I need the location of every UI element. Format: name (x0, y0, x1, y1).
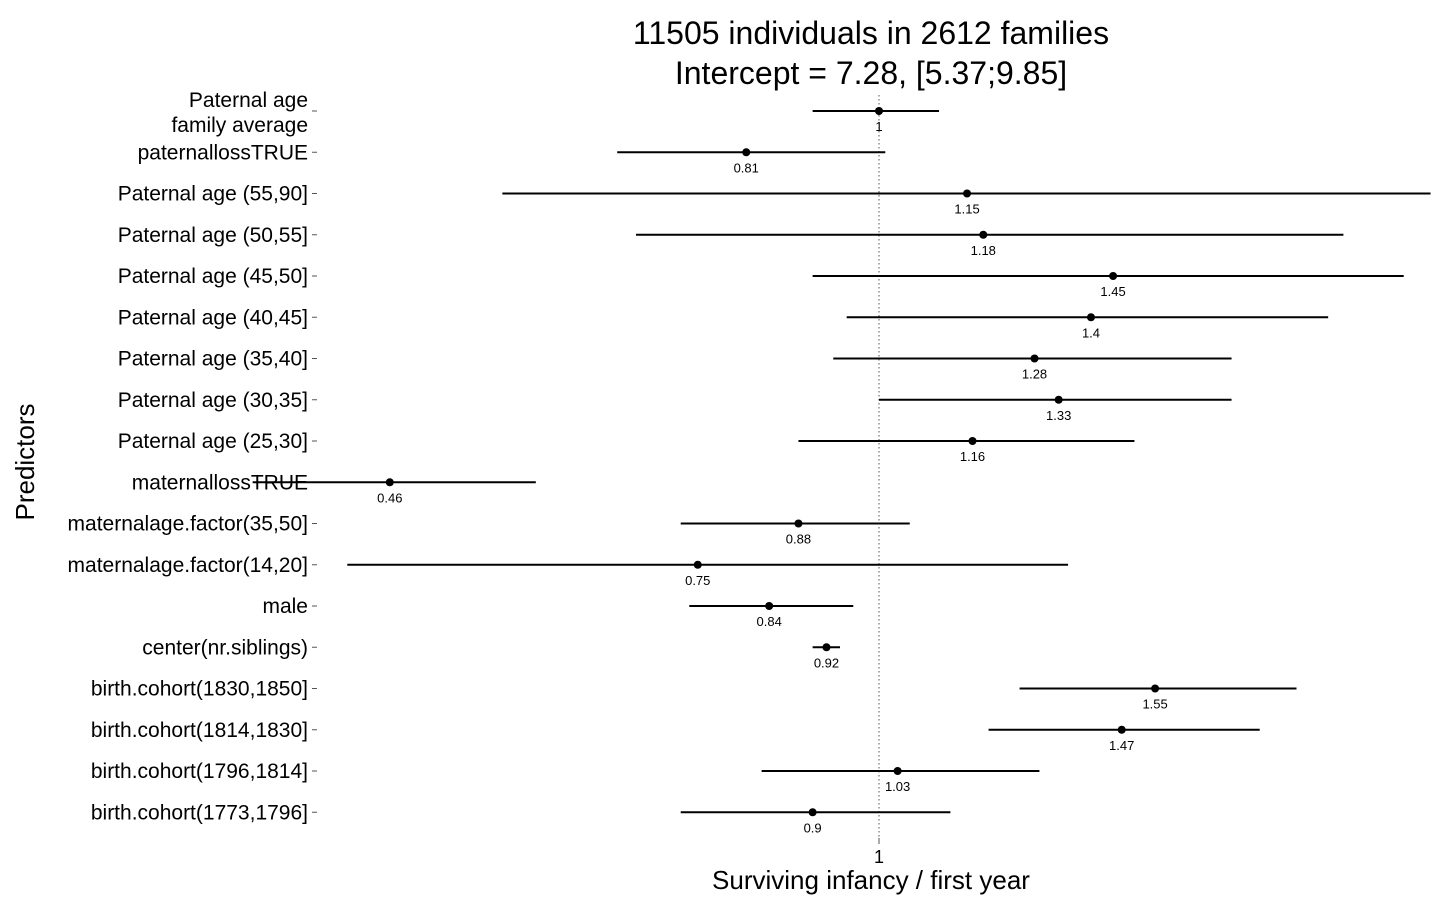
point-estimate (963, 189, 972, 198)
point-estimate (875, 107, 883, 115)
point-estimate (385, 478, 394, 487)
category-label: maternalage.factor(14,20] (68, 554, 308, 577)
category-label: Paternal age (25,30] (118, 430, 308, 453)
category-label: Paternal age (45,50] (118, 265, 308, 288)
data-label: 0.84 (757, 614, 782, 629)
data-label: 0.88 (786, 532, 811, 547)
point-estimate (1117, 725, 1126, 734)
category-label: paternallossTRUE (138, 141, 308, 164)
data-label: 1.4 (1082, 325, 1100, 340)
data-label: 1.15 (954, 202, 979, 217)
data-label: 0.81 (734, 160, 759, 175)
point-estimate (693, 560, 702, 569)
data-label: 0.92 (814, 655, 839, 670)
data-label: 0.46 (377, 490, 402, 505)
x-axis-label: Surviving infancy / first year (712, 865, 1030, 895)
x-tick-label: 1 (874, 847, 884, 867)
data-label: 1.18 (971, 243, 996, 258)
point-estimate (808, 808, 817, 817)
data-label: 0.9 (804, 820, 822, 835)
category-label: maternalage.factor(35,50] (68, 513, 308, 536)
data-label: 1.55 (1142, 697, 1167, 712)
point-estimate (979, 230, 988, 239)
point-estimate (1030, 354, 1039, 363)
chart-title-line-2: Intercept = 7.28, [5.37;9.85] (675, 55, 1067, 91)
chart-title-line-1: 11505 individuals in 2612 families (633, 15, 1109, 51)
category-label: Paternal age (189, 89, 308, 112)
category-label: birth.cohort(1830,1850] (91, 678, 308, 701)
point-estimate (794, 519, 803, 528)
category-label: center(nr.siblings) (142, 636, 308, 659)
y-axis-label: Predictors (10, 403, 40, 520)
point-estimate (893, 767, 902, 775)
category-label: maternallossTRUE (132, 471, 308, 494)
data-label: 1.45 (1100, 284, 1125, 299)
category-label: Paternal age (50,55] (118, 224, 308, 247)
data-label: 1.33 (1046, 408, 1071, 423)
data-label: 1 (875, 119, 882, 134)
category-label: Paternal age (55,90] (118, 183, 308, 206)
data-label: 1.28 (1022, 367, 1047, 382)
point-estimate (1086, 313, 1095, 322)
category-label: Paternal age (30,35] (118, 389, 308, 412)
category-label: family average (171, 114, 308, 137)
category-label: Paternal age (35,40] (118, 348, 308, 371)
data-label: 0.75 (685, 573, 710, 588)
point-estimate (765, 602, 774, 610)
data-label: 1.16 (960, 449, 985, 464)
category-label: male (262, 595, 308, 618)
point-estimate (1054, 395, 1063, 404)
category-label: birth.cohort(1796,1814] (91, 760, 308, 783)
point-estimate (742, 148, 751, 157)
category-label: birth.cohort(1773,1796] (91, 801, 308, 824)
data-label: 1.03 (885, 779, 910, 794)
point-estimate (822, 643, 831, 652)
point-estimate (1109, 272, 1118, 280)
data-label: 1.47 (1109, 738, 1134, 753)
point-estimate (1151, 684, 1160, 693)
category-label: Paternal age (40,45] (118, 306, 308, 329)
point-estimate (968, 437, 977, 445)
category-label: birth.cohort(1814,1830] (91, 719, 308, 742)
